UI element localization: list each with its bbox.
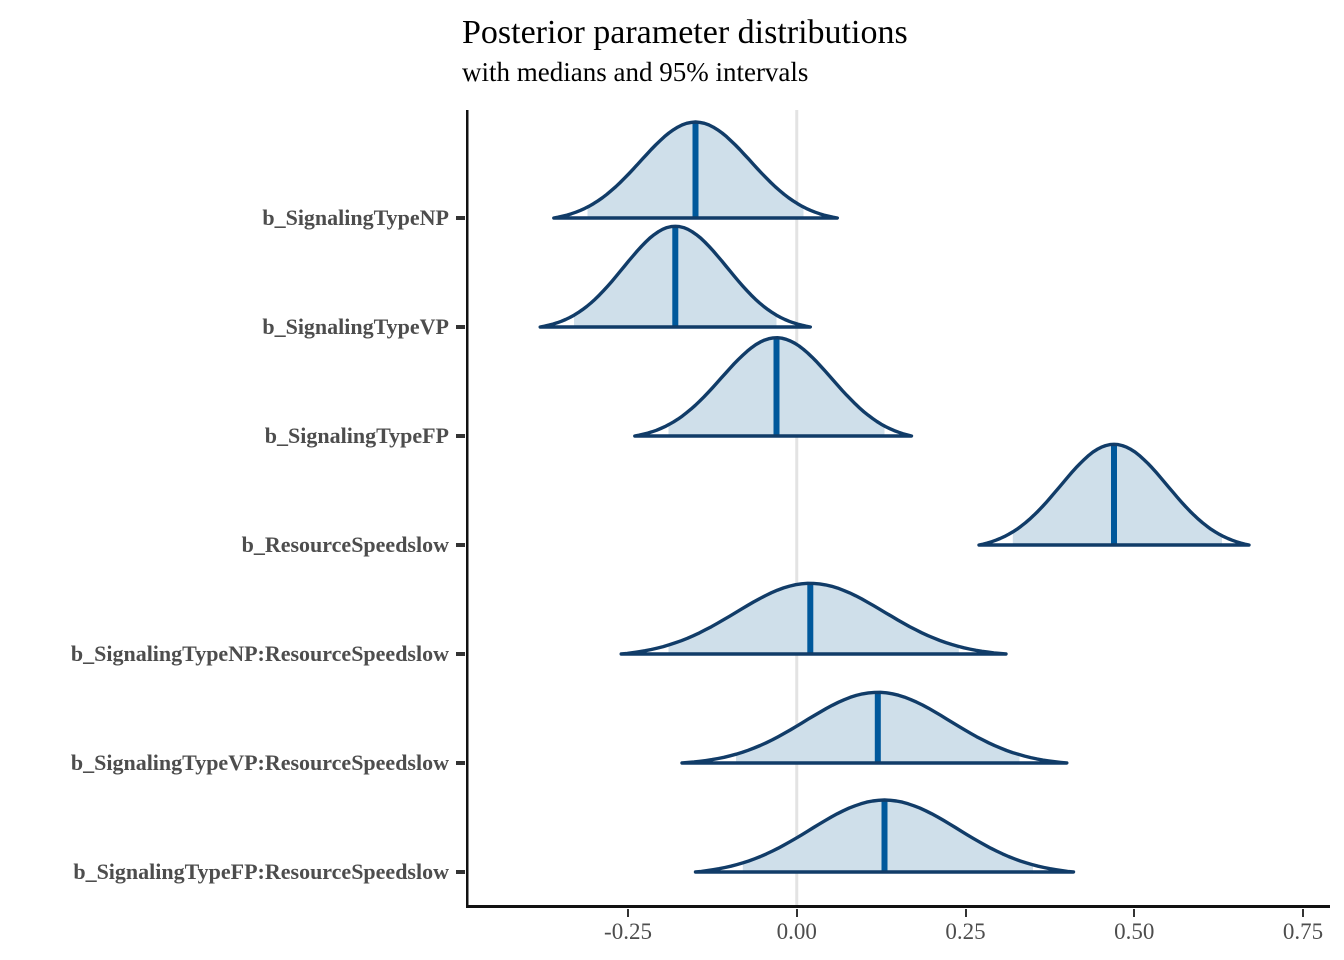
x-tick-mark — [627, 909, 629, 917]
interval-95-fill — [1012, 444, 1222, 545]
y-tick-mark — [456, 870, 465, 874]
density-outline — [977, 442, 1251, 547]
density-outline — [680, 690, 1069, 765]
y-tick-mark — [456, 325, 465, 329]
x-axis-tick-label: 0.50 — [1114, 919, 1155, 944]
y-axis-label: b_ResourceSpeedslow — [241, 532, 449, 557]
y-axis-label: b_SignalingTypeNP:ResourceSpeedslow — [70, 641, 449, 666]
x-axis-tick-label: 0.00 — [776, 919, 817, 944]
x-axis-tick-label: -0.25 — [604, 919, 652, 944]
x-axis-tick-label: 0.75 — [1282, 919, 1324, 944]
y-tick-mark — [456, 216, 465, 220]
interval-95-fill — [742, 800, 1033, 872]
density-outline — [633, 336, 914, 438]
x-tick-mark — [1133, 909, 1136, 917]
density-outline — [538, 224, 812, 329]
y-axis-label: b_SignalingTypeNP — [262, 205, 449, 230]
x-tick-mark — [795, 909, 798, 917]
x-tick-mark — [1302, 909, 1304, 917]
y-tick-mark — [456, 761, 465, 765]
plot-panel — [466, 110, 1330, 908]
density-outline — [693, 798, 1076, 874]
y-tick-mark — [456, 652, 465, 656]
y-axis-label: b_SignalingTypeVP:ResourceSpeedslow — [70, 750, 449, 775]
x-axis-tick-label: 0.25 — [945, 919, 986, 944]
chart-title: Posterior parameter distributions — [462, 14, 908, 51]
density-outline — [619, 581, 1008, 656]
y-tick-mark — [456, 543, 465, 547]
y-axis-label: b_SignalingTypeVP — [262, 314, 449, 339]
y-axis-label: b_SignalingTypeFP:ResourceSpeedslow — [73, 859, 449, 884]
y-tick-mark — [456, 434, 465, 438]
x-tick-mark — [964, 909, 967, 917]
density-outline — [552, 120, 839, 220]
interval-95-fill — [668, 583, 959, 654]
chart-subtitle: with medians and 95% intervals — [462, 57, 809, 87]
y-axis-label: b_SignalingTypeFP — [264, 423, 449, 448]
